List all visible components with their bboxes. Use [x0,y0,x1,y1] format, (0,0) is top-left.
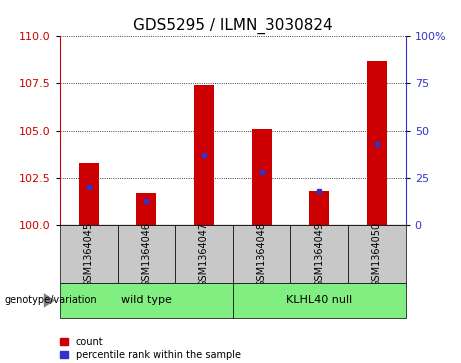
Text: GSM1364049: GSM1364049 [314,221,324,287]
Text: GSM1364047: GSM1364047 [199,221,209,287]
Bar [233,283,406,318]
Bar [194,85,214,225]
Legend: count, percentile rank within the sample: count, percentile rank within the sample [60,337,241,360]
Text: GSM1364048: GSM1364048 [257,221,266,287]
Bar [309,191,329,225]
Text: KLHL40 null: KLHL40 null [286,295,352,305]
Text: wild type: wild type [121,295,172,305]
Bar [233,225,290,283]
Bar [60,283,233,318]
Bar [60,225,118,283]
Text: GSM1364050: GSM1364050 [372,221,382,287]
Bar [252,129,272,225]
Bar [118,225,175,283]
Bar [175,225,233,283]
Text: genotype/variation: genotype/variation [5,295,97,305]
Bar [348,225,406,283]
Text: GSM1364045: GSM1364045 [84,221,94,287]
Bar [79,163,99,225]
Title: GDS5295 / ILMN_3030824: GDS5295 / ILMN_3030824 [133,17,333,33]
Bar [367,61,387,225]
Text: GSM1364046: GSM1364046 [142,221,151,287]
Bar [290,225,348,283]
Bar [136,193,156,225]
